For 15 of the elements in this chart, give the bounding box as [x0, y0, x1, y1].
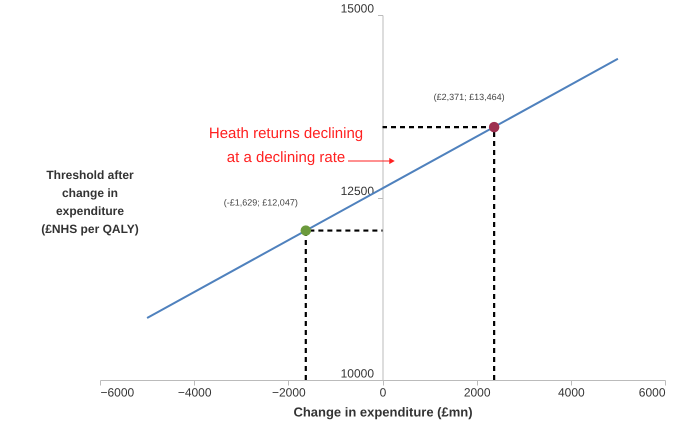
y-tick-label: 15000 — [340, 2, 374, 16]
y-tick-label: 10000 — [340, 366, 374, 380]
x-tick-label: 0 — [380, 386, 387, 400]
annotation: (£2,371; £13,464) — [434, 92, 505, 102]
annotation: (-£1,629; £12,047) — [224, 198, 298, 208]
y-axis-title: Threshold after change in expenditure (£NHS per QALY) — [41, 168, 139, 236]
x-axis-title: Change in expenditure (£mn) — [293, 404, 473, 420]
x-tick-label: 4000 — [558, 386, 586, 400]
x-tick-label: −2000 — [272, 386, 306, 400]
x-tick-label: −6000 — [100, 386, 135, 400]
x-tick-label: 6000 — [638, 386, 666, 400]
x-tick-label: 2000 — [464, 386, 491, 400]
y-tick-label: 12500 — [340, 184, 374, 198]
annotation: Heath returns declining at a declining rate — [208, 125, 364, 166]
x-tick-label: −4000 — [178, 386, 212, 400]
